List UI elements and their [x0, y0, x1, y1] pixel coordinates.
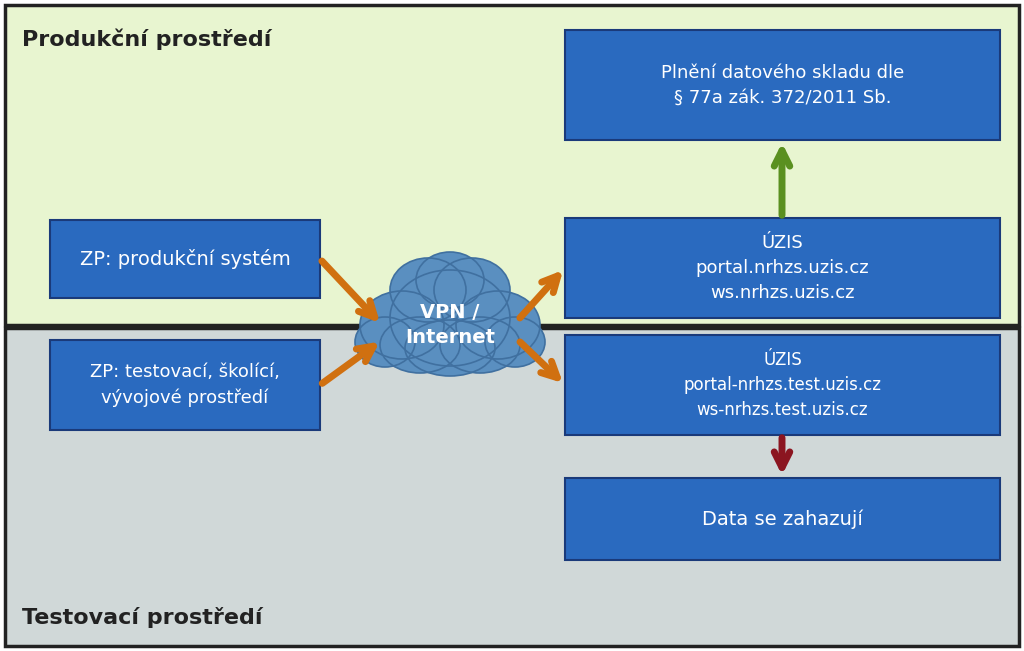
Ellipse shape	[390, 270, 510, 366]
Text: ÚZIS
portal-nrhzs.test.uzis.cz
ws-nrhzs.test.uzis.cz: ÚZIS portal-nrhzs.test.uzis.cz ws-nrhzs.…	[683, 351, 882, 419]
Ellipse shape	[485, 317, 545, 367]
Ellipse shape	[360, 291, 444, 359]
FancyBboxPatch shape	[565, 30, 1000, 140]
Text: ÚZIS
portal.nrhzs.uzis.cz
ws.nrhzs.uzis.cz: ÚZIS portal.nrhzs.uzis.cz ws.nrhzs.uzis.…	[695, 234, 869, 302]
Text: Testovací prostředí: Testovací prostředí	[22, 607, 262, 628]
Text: Produkční prostředí: Produkční prostředí	[22, 28, 271, 49]
Ellipse shape	[416, 252, 484, 308]
Ellipse shape	[380, 317, 460, 373]
FancyBboxPatch shape	[5, 5, 1019, 325]
FancyBboxPatch shape	[565, 478, 1000, 560]
Ellipse shape	[355, 317, 415, 367]
Ellipse shape	[434, 258, 510, 322]
FancyBboxPatch shape	[565, 218, 1000, 318]
FancyBboxPatch shape	[50, 220, 319, 298]
FancyBboxPatch shape	[565, 335, 1000, 435]
Ellipse shape	[440, 317, 520, 373]
Ellipse shape	[456, 291, 540, 359]
Ellipse shape	[390, 258, 466, 322]
FancyBboxPatch shape	[50, 340, 319, 430]
Ellipse shape	[406, 320, 495, 376]
Text: Data se zahazují: Data se zahazují	[702, 509, 863, 529]
Text: VPN /
Internet: VPN / Internet	[406, 303, 495, 347]
Text: Plnění datového skladu dle
§ 77a zák. 372/2011 Sb.: Plnění datového skladu dle § 77a zák. 37…	[660, 64, 904, 107]
Text: ZP: testovací, školící,
vývojové prostředí: ZP: testovací, školící, vývojové prostře…	[90, 363, 280, 407]
FancyBboxPatch shape	[5, 328, 1019, 646]
Text: ZP: produkční systém: ZP: produkční systém	[80, 249, 291, 269]
